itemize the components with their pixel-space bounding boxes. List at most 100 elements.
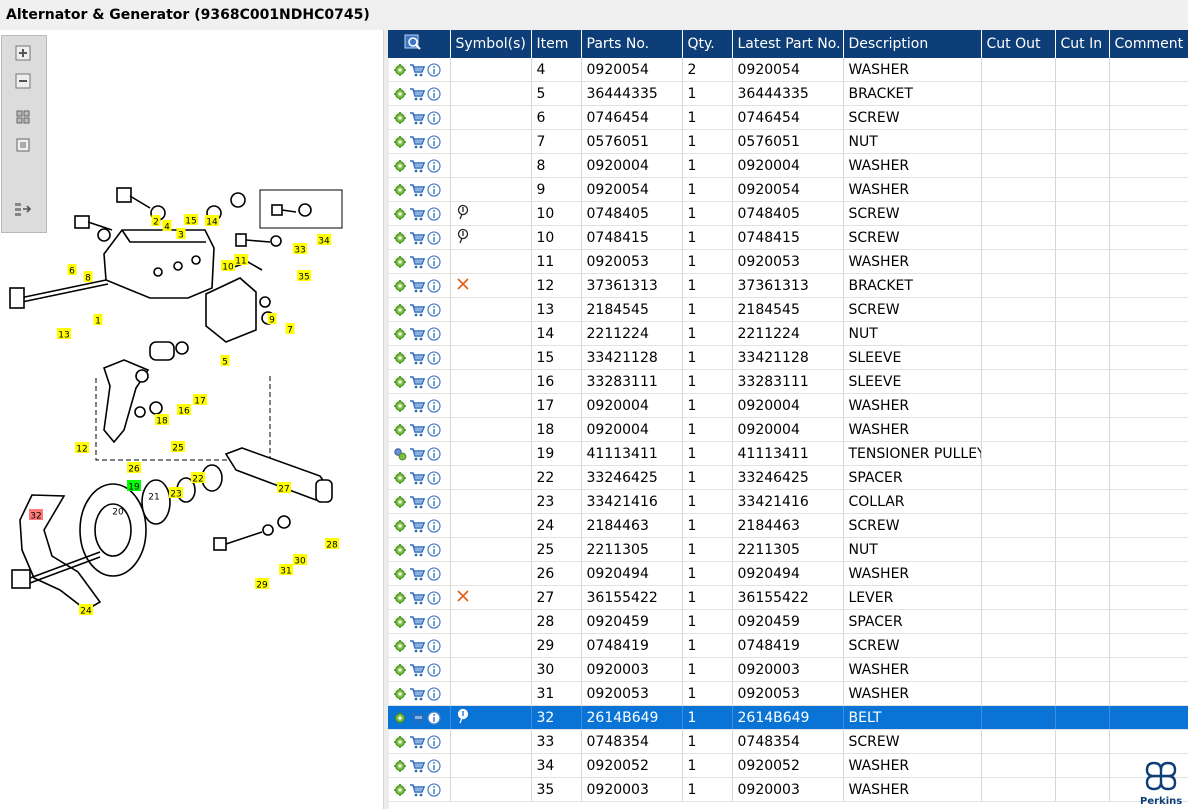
add-to-cart-icon[interactable] xyxy=(409,567,426,581)
callout-28[interactable]: 28 xyxy=(325,538,339,551)
info-icon[interactable] xyxy=(427,734,441,749)
add-to-cart-icon[interactable] xyxy=(409,351,426,365)
callout-33[interactable]: 33 xyxy=(293,243,307,256)
settings-gear-icon[interactable] xyxy=(393,615,407,629)
callout-35[interactable]: 35 xyxy=(297,270,311,283)
add-to-cart-icon[interactable] xyxy=(409,687,426,701)
add-to-cart-icon[interactable] xyxy=(409,231,426,245)
info-icon[interactable] xyxy=(427,374,441,389)
add-to-cart-icon[interactable] xyxy=(409,615,426,629)
settings-gear-icon[interactable] xyxy=(393,327,407,341)
info-icon[interactable] xyxy=(427,566,441,581)
settings-gear-icon[interactable] xyxy=(393,663,407,677)
callout-14[interactable]: 14 xyxy=(205,215,219,228)
table-row[interactable]: 5 36444335 1 36444335 BRACKET xyxy=(388,81,1188,106)
settings-gear-icon[interactable] xyxy=(393,279,407,293)
table-row[interactable]: 35 0920003 1 0920003 WASHER xyxy=(388,777,1188,802)
info-icon[interactable] xyxy=(427,446,441,461)
add-to-cart-icon[interactable] xyxy=(409,279,426,293)
callout-1[interactable]: 1 xyxy=(93,314,103,327)
fit-window-icon[interactable] xyxy=(14,108,32,126)
column-header-actions[interactable] xyxy=(388,30,451,58)
table-row[interactable]: 9 0920054 1 0920054 WASHER xyxy=(388,177,1188,202)
table-row[interactable]: 26 0920494 1 0920494 WASHER xyxy=(388,561,1188,586)
info-icon[interactable] xyxy=(427,470,441,485)
callout-25[interactable]: 25 xyxy=(171,441,185,454)
info-icon[interactable] xyxy=(427,110,441,125)
settings-gear-icon[interactable] xyxy=(393,351,407,365)
column-header-comment[interactable]: Comment xyxy=(1109,30,1188,58)
add-to-cart-icon[interactable] xyxy=(409,207,426,221)
callout-22[interactable]: 22 xyxy=(191,472,205,485)
add-to-cart-icon[interactable] xyxy=(409,543,426,557)
add-to-cart-icon[interactable] xyxy=(409,759,426,773)
callout-2[interactable]: 2 xyxy=(151,215,161,228)
exploded-diagram[interactable]: 1 2 4 3 15 14 33 34 6 8 11 10 35 13 9 7 5 16 17 18 12 25 26 19 2… xyxy=(0,30,383,809)
settings-gear-icon[interactable] xyxy=(393,63,407,77)
add-to-cart-icon[interactable] xyxy=(409,639,426,653)
callout-23[interactable]: 23 xyxy=(169,487,183,500)
info-icon[interactable] xyxy=(427,230,441,245)
table-row[interactable]: 10 0748415 1 0748415 SCREW xyxy=(388,225,1188,250)
info-icon[interactable] xyxy=(427,494,441,509)
callout-27[interactable]: 27 xyxy=(277,482,291,495)
settings-gear-icon[interactable] xyxy=(393,183,407,197)
add-to-cart-icon[interactable] xyxy=(409,591,426,605)
callout-34[interactable]: 34 xyxy=(317,234,331,247)
table-row[interactable]: 30 0920003 1 0920003 WASHER xyxy=(388,657,1188,682)
column-header-cut-out[interactable]: Cut Out xyxy=(981,30,1056,58)
column-header-parts-no[interactable]: Parts No. xyxy=(581,30,683,58)
settings-gear-icon[interactable] xyxy=(393,303,407,317)
callout-20[interactable]: 20 xyxy=(111,505,125,518)
settings-gear-icon[interactable] xyxy=(393,111,407,125)
callout-8[interactable]: 8 xyxy=(83,271,93,284)
table-row[interactable]: 18 0920004 1 0920004 WASHER xyxy=(388,417,1188,442)
add-to-cart-icon[interactable] xyxy=(409,159,426,173)
table-row[interactable]: 16 33283111 1 33283111 SLEEVE xyxy=(388,369,1188,394)
table-row[interactable]: 28 0920459 1 0920459 SPACER xyxy=(388,609,1188,634)
callout-7[interactable]: 7 xyxy=(285,323,295,336)
add-to-cart-icon[interactable] xyxy=(409,255,426,269)
table-row[interactable]: 22 33246425 1 33246425 SPACER xyxy=(388,465,1188,490)
callout-21[interactable]: 21 xyxy=(147,490,161,503)
info-icon[interactable] xyxy=(427,86,441,101)
info-icon[interactable] xyxy=(427,542,441,557)
info-icon[interactable] xyxy=(427,326,441,341)
table-row[interactable]: 34 0920052 1 0920052 WASHER xyxy=(388,753,1188,778)
settings-gear-icon[interactable] xyxy=(393,399,407,413)
reference-pin-icon[interactable] xyxy=(456,204,472,219)
info-icon[interactable] xyxy=(427,278,441,293)
info-icon[interactable] xyxy=(427,398,441,413)
info-icon[interactable] xyxy=(427,638,441,653)
info-icon[interactable] xyxy=(427,710,441,725)
settings-gear-icon[interactable] xyxy=(393,495,407,509)
add-to-cart-icon[interactable] xyxy=(409,303,426,317)
settings-gear-icon[interactable] xyxy=(393,207,407,221)
add-to-cart-icon[interactable] xyxy=(409,471,426,485)
info-icon[interactable] xyxy=(427,422,441,437)
add-to-cart-icon[interactable] xyxy=(409,711,426,725)
info-icon[interactable] xyxy=(427,686,441,701)
settings-gear-icon[interactable] xyxy=(393,231,407,245)
table-row[interactable]: 17 0920004 1 0920004 WASHER xyxy=(388,393,1188,418)
callout-26[interactable]: 26 xyxy=(127,462,141,475)
callout-9[interactable]: 9 xyxy=(267,313,277,326)
info-icon[interactable] xyxy=(427,182,441,197)
column-header-description[interactable]: Description xyxy=(843,30,982,58)
add-to-cart-icon[interactable] xyxy=(409,111,426,125)
search-icon[interactable] xyxy=(404,33,422,51)
table-row[interactable]: 6 0746454 1 0746454 SCREW xyxy=(388,105,1188,130)
callout-24[interactable]: 24 xyxy=(79,604,93,617)
add-to-cart-icon[interactable] xyxy=(409,783,426,797)
add-to-cart-icon[interactable] xyxy=(409,447,426,461)
table-row[interactable]: 33 0748354 1 0748354 SCREW xyxy=(388,729,1188,754)
settings-gear-icon[interactable] xyxy=(393,567,407,581)
info-icon[interactable] xyxy=(427,350,441,365)
add-to-cart-icon[interactable] xyxy=(409,519,426,533)
settings-gear-icon[interactable] xyxy=(393,543,407,557)
callout-13[interactable]: 13 xyxy=(57,328,71,341)
table-row[interactable]: 23 33421416 1 33421416 COLLAR xyxy=(388,489,1188,514)
zoom-in-icon[interactable] xyxy=(14,44,32,62)
callout-32[interactable]: 32 xyxy=(29,509,43,522)
add-to-cart-icon[interactable] xyxy=(409,327,426,341)
